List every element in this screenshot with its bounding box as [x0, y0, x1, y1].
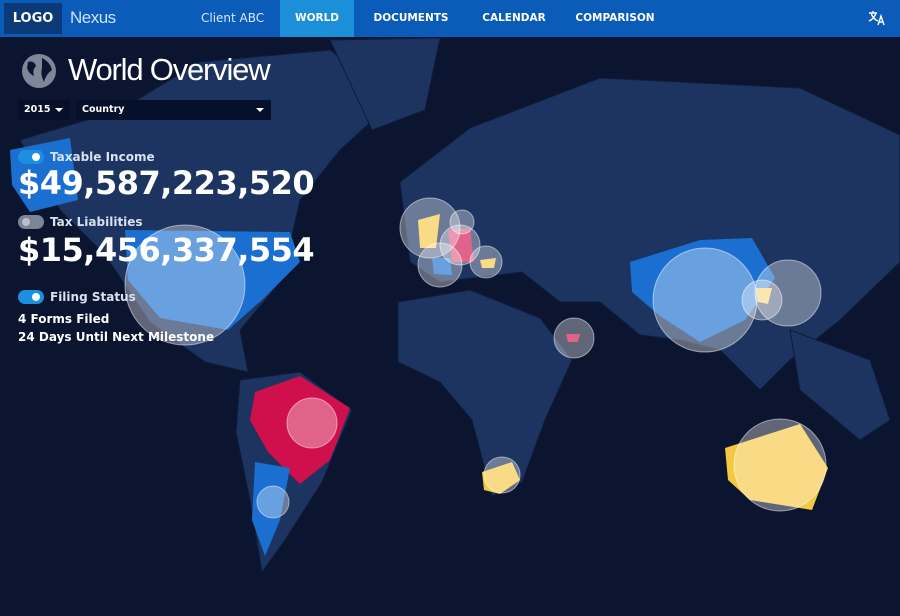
- filing-label: Filing Status: [50, 290, 136, 304]
- metric-label: Taxable Income: [50, 150, 155, 164]
- tab[interactable]: CALENDAR: [482, 12, 546, 24]
- tab[interactable]: WORLD: [280, 0, 354, 37]
- client-name[interactable]: Client ABC: [201, 11, 265, 25]
- logo[interactable]: LOGO: [4, 3, 62, 34]
- metric-label: Tax Liabilities: [50, 215, 143, 229]
- tab[interactable]: DOCUMENTS: [373, 12, 449, 24]
- globe-icon: [22, 54, 56, 88]
- filing-line: 24 Days Until Next Milestone: [18, 330, 215, 344]
- year-select[interactable]: 2015: [18, 100, 70, 120]
- brand: Nexus: [70, 8, 116, 27]
- tab[interactable]: COMPARISON: [575, 12, 655, 24]
- page-title: World Overview: [68, 52, 271, 87]
- metric-value: $15,456,337,554: [18, 231, 315, 269]
- toggle[interactable]: [18, 290, 44, 304]
- translate-icon[interactable]: [868, 10, 886, 26]
- toggle[interactable]: [18, 215, 44, 229]
- filing-line: 4 Forms Filed: [18, 312, 110, 326]
- scope-select[interactable]: Country: [76, 100, 271, 120]
- toggle[interactable]: [18, 150, 44, 164]
- metric-value: $49,587,223,520: [18, 164, 315, 202]
- bubbles: [124, 197, 827, 519]
- top-bar: LOGO Nexus Client ABC WORLD DOCUMENTS CA…: [0, 0, 900, 37]
